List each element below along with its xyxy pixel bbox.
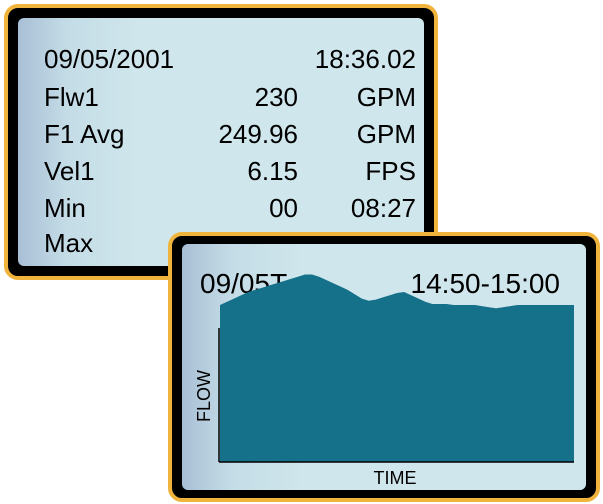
x-axis-label: TIME xyxy=(374,468,417,488)
trend-display-panel: 09/05T 14:50-15:00 FLOW TIME xyxy=(168,232,600,502)
reading-row-min: Min 00 08:27 xyxy=(44,189,416,227)
reading-unit: 08:27 xyxy=(350,193,416,223)
reading-row-velocity: Vel1 6.15 FPS xyxy=(44,152,416,190)
reading-label: Max xyxy=(44,228,94,258)
reading-value: 249.96 xyxy=(218,119,298,149)
reading-label: Min xyxy=(44,193,86,223)
y-axis-label: FLOW xyxy=(194,370,214,422)
trend-lcd-screen: 09/05T 14:50-15:00 FLOW TIME xyxy=(182,244,586,490)
realtime-display-panel: 09/05/2001 18:36.02 Flw1 230 GPM F1 Avg … xyxy=(4,4,438,280)
trend-time-range: 14:50-15:00 xyxy=(410,268,560,299)
reading-row-flow-average: F1 Avg 249.96 GPM xyxy=(44,115,416,153)
reading-value: 230 xyxy=(254,82,298,112)
display-date: 09/05/2001 xyxy=(44,44,175,74)
reading-unit: GPM xyxy=(356,119,416,149)
reading-unit: GPM xyxy=(356,82,416,112)
reading-unit: FPS xyxy=(365,156,416,186)
reading-label: Vel1 xyxy=(44,156,95,186)
reading-value: 00 xyxy=(269,193,298,223)
realtime-lcd-screen: 09/05/2001 18:36.02 Flw1 230 GPM F1 Avg … xyxy=(18,18,424,266)
flow-trend-chart: FLOW TIME xyxy=(194,274,574,488)
display-time: 18:36.02 xyxy=(314,44,416,74)
flow-area-series xyxy=(220,274,574,462)
reading-value: 6.15 xyxy=(247,156,298,186)
reading-label: Flw1 xyxy=(44,82,99,112)
reading-row-flow: Flw1 230 GPM xyxy=(44,78,416,116)
reading-label: F1 Avg xyxy=(44,119,125,149)
datetime-row: 09/05/2001 18:36.02 xyxy=(44,40,416,78)
